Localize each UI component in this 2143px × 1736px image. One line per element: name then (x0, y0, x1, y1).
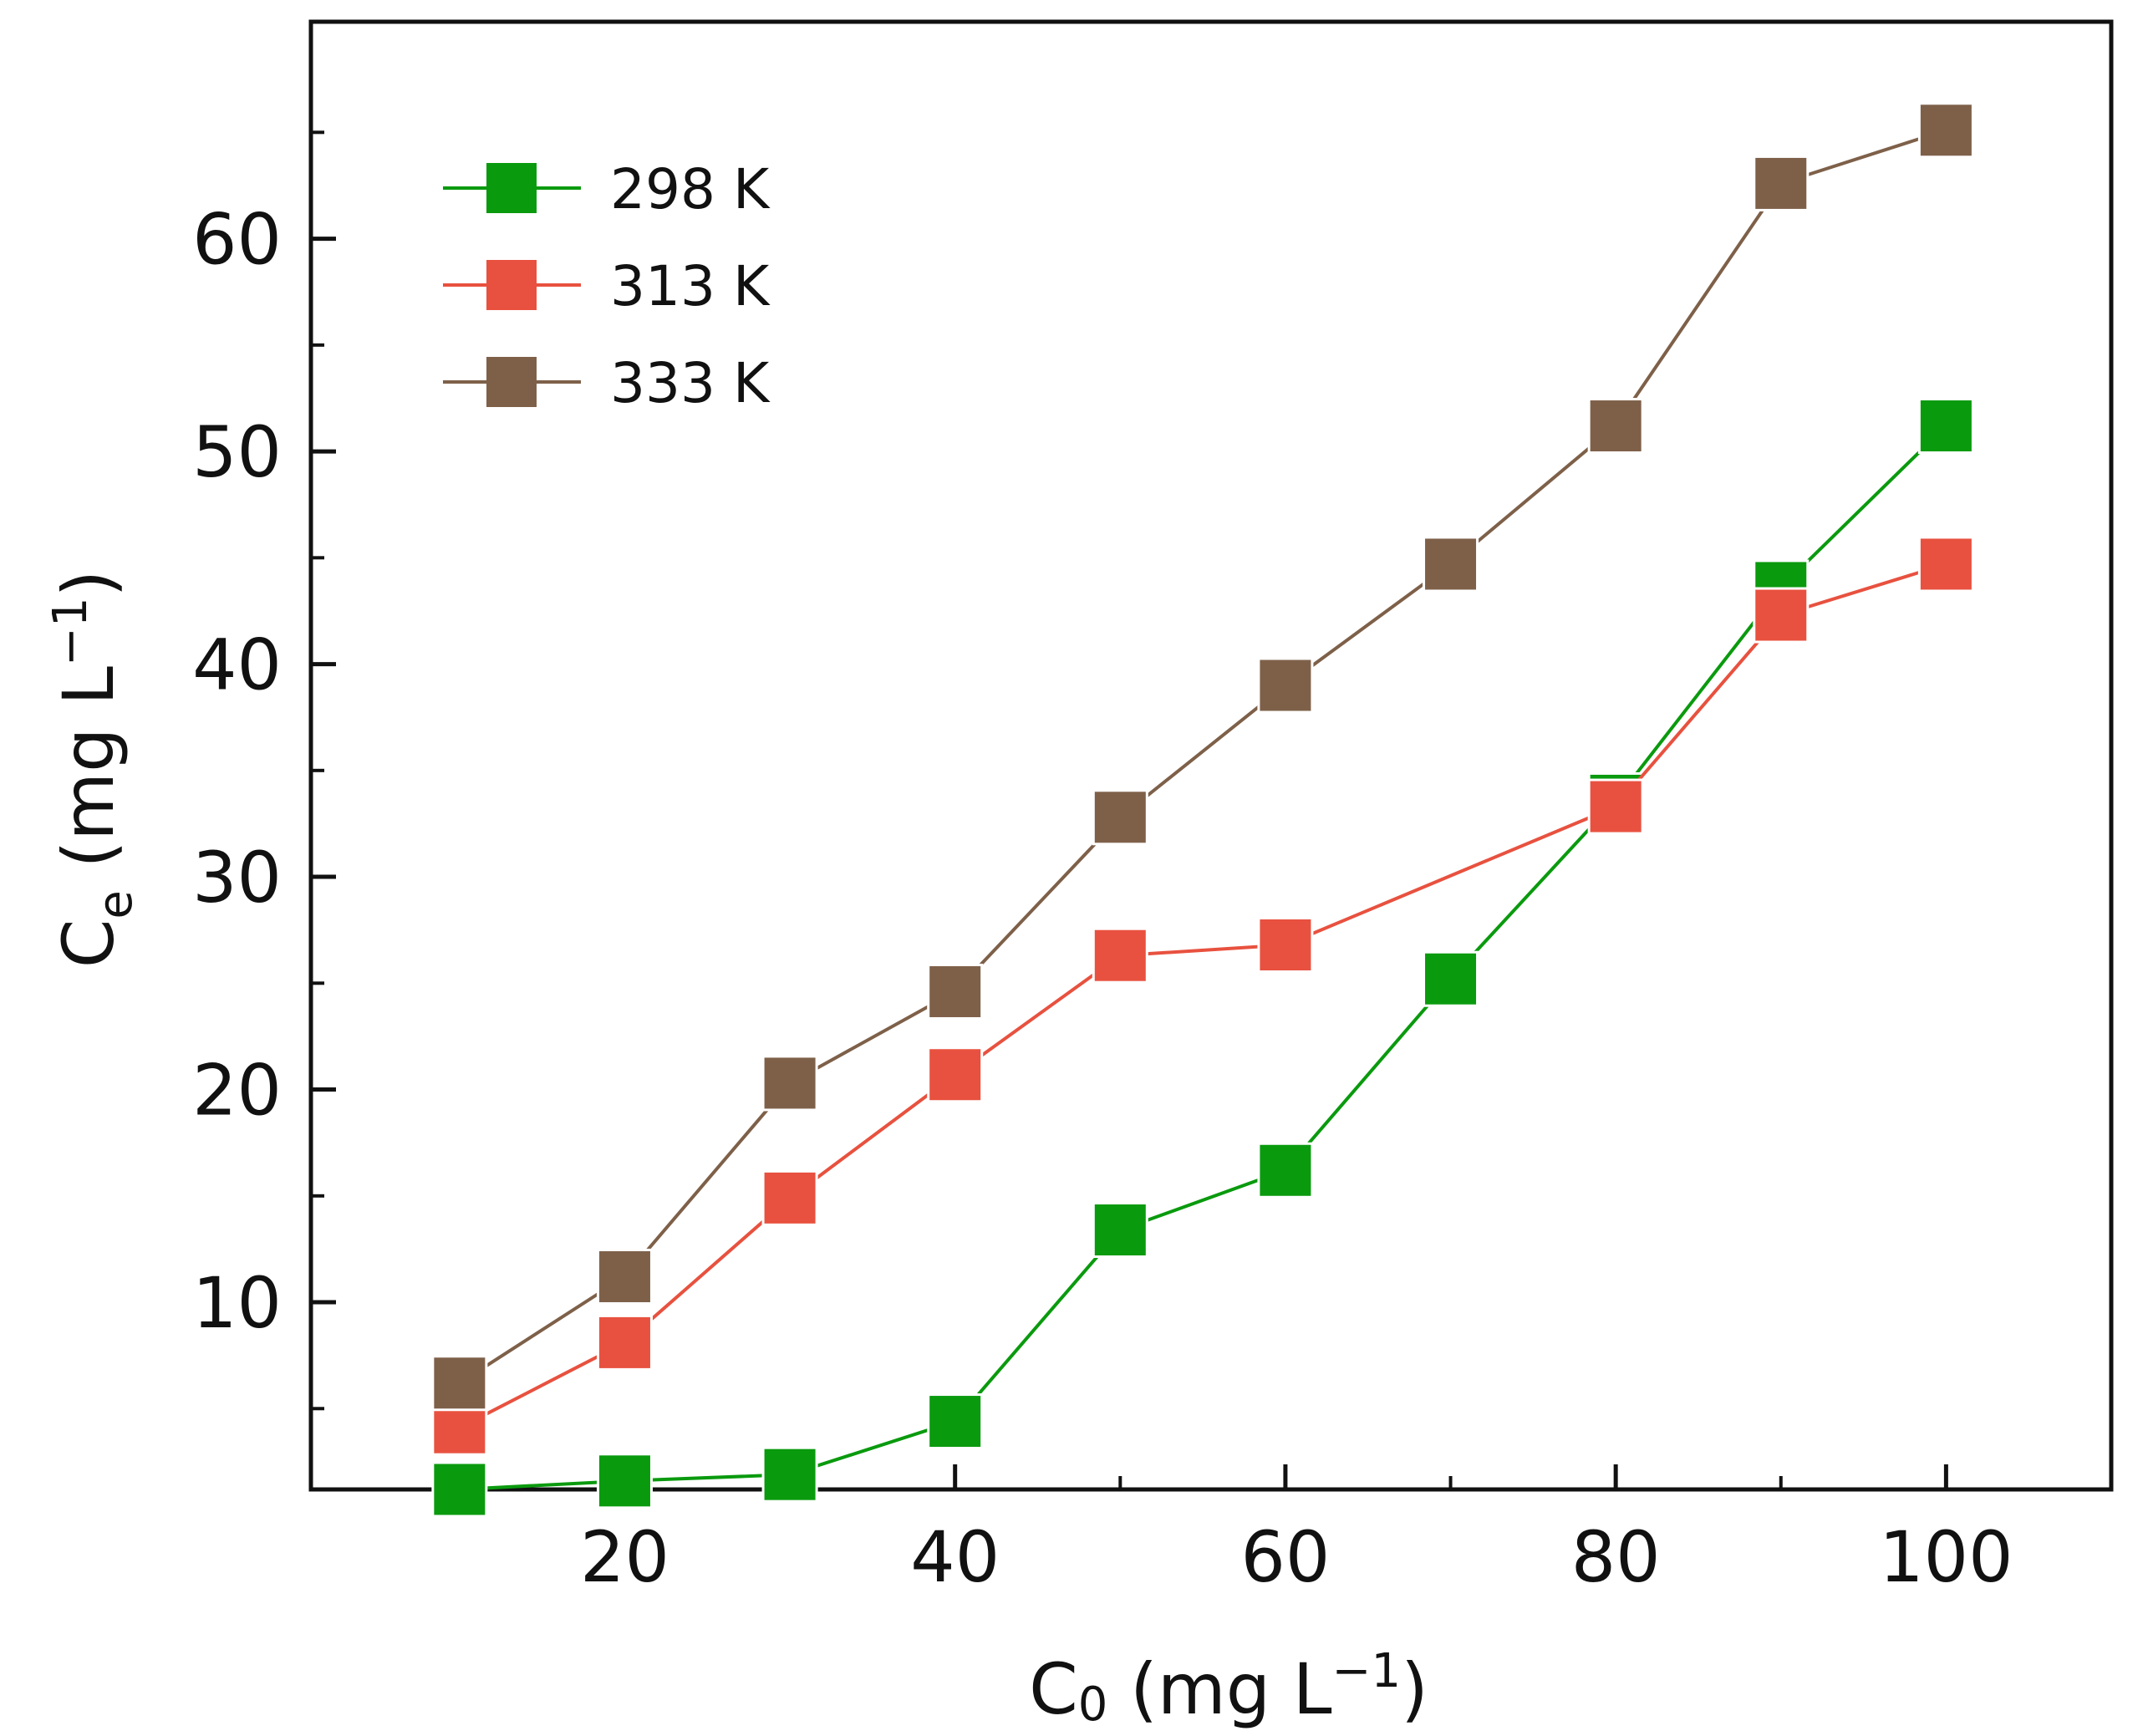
series-298-k (431, 398, 1974, 1518)
data-point (1917, 398, 1974, 455)
legend-label: 298 K (610, 157, 771, 221)
series-line (458, 563, 1947, 1429)
data-point (1257, 657, 1314, 714)
data-point (927, 1393, 984, 1450)
data-point (1587, 398, 1644, 455)
legend-item: 313 K (443, 254, 771, 318)
data-point (927, 963, 984, 1020)
x-tick-label: 60 (1240, 1516, 1330, 1598)
data-point (596, 1249, 653, 1306)
data-point (1753, 155, 1810, 211)
data-point (1917, 102, 1974, 159)
series-333-k (431, 102, 1974, 1412)
legend: 298 K 313 K 333 K (443, 157, 771, 415)
legend-label: 333 K (610, 351, 771, 415)
legend-marker (486, 357, 537, 407)
legend-item: 298 K (443, 157, 771, 221)
data-point (1423, 536, 1479, 593)
plot-frame (308, 19, 2114, 1492)
data-point (431, 1355, 488, 1412)
data-point (761, 1055, 818, 1112)
y-tick-label: 60 (192, 199, 282, 281)
data-point (1257, 916, 1314, 973)
y-tick-label: 10 (192, 1262, 282, 1344)
data-point (596, 1314, 653, 1371)
x-tick-label: 80 (1571, 1516, 1661, 1598)
x-tick-label: 40 (910, 1516, 1000, 1598)
series-line (459, 425, 1947, 1491)
legend-label: 313 K (610, 254, 771, 318)
y-tick-label: 20 (192, 1050, 282, 1132)
y-axis-title: Ce (mg L−1) (43, 570, 143, 969)
legend-item: 333 K (443, 351, 771, 415)
x-axis: 20 40 60 80 100 (457, 1464, 2013, 1598)
plot-border (308, 19, 2114, 1492)
data-point (1257, 1142, 1314, 1199)
data-point (1753, 587, 1810, 644)
data-point (431, 1461, 488, 1518)
series-line (458, 128, 1947, 1385)
data-point (1423, 950, 1479, 1007)
data-point (1092, 1202, 1148, 1259)
data-point (761, 1446, 818, 1503)
legend-marker (486, 260, 537, 310)
data-point (596, 1453, 653, 1509)
data-point (1587, 778, 1644, 835)
data-point (1917, 536, 1974, 593)
y-tick-label: 40 (192, 624, 282, 706)
y-tick-label: 30 (192, 837, 282, 919)
data-point (927, 1046, 984, 1103)
x-axis-title: C0 (mg L−1) (1029, 1644, 1428, 1732)
legend-marker (486, 163, 537, 213)
data-point (761, 1169, 818, 1226)
data-point (1092, 927, 1148, 984)
series-313-k (431, 536, 1974, 1456)
series-layer (431, 102, 1974, 1518)
y-tick-label: 50 (192, 411, 282, 493)
x-tick-label: 100 (1879, 1516, 2013, 1598)
x-tick-label: 20 (580, 1516, 669, 1598)
data-point (1092, 789, 1148, 846)
y-axis: 10 20 30 40 50 60 (192, 130, 336, 1411)
